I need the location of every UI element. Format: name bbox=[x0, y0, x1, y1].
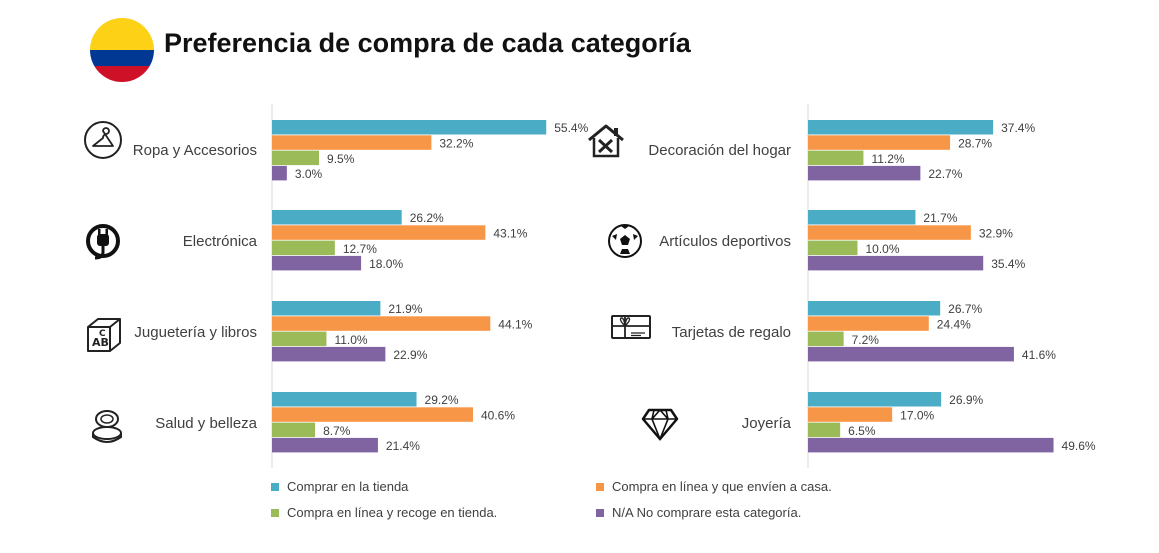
bar bbox=[808, 316, 929, 331]
gift-card-icon bbox=[611, 312, 651, 352]
category-label: Electrónica bbox=[182, 233, 257, 250]
bar bbox=[272, 255, 362, 271]
data-label: 8.7% bbox=[323, 424, 351, 438]
bar bbox=[272, 150, 320, 166]
diamond-icon bbox=[640, 404, 680, 444]
bar bbox=[808, 407, 893, 422]
legend-label: Compra en línea y que envíen a casa. bbox=[612, 479, 832, 494]
bar bbox=[808, 392, 942, 407]
data-label: 11.0% bbox=[334, 333, 367, 347]
data-label: 37.4% bbox=[1001, 121, 1035, 135]
legend-label: N/A No comprare esta categoría. bbox=[612, 505, 802, 520]
legend-item: Compra en línea y recoge en tienda. bbox=[271, 505, 497, 520]
bar bbox=[272, 331, 327, 347]
data-label: 12.7% bbox=[343, 242, 377, 256]
svg-text:AB: AB bbox=[92, 336, 109, 349]
category-label: Tarjetas de regalo bbox=[671, 324, 791, 341]
bar bbox=[272, 210, 402, 225]
data-label: 18.0% bbox=[369, 257, 403, 271]
bar bbox=[808, 210, 916, 225]
bar bbox=[808, 301, 941, 316]
data-label: 10.0% bbox=[866, 242, 900, 256]
bar bbox=[808, 437, 1054, 453]
bar bbox=[272, 346, 386, 362]
data-label: 26.7% bbox=[948, 302, 982, 316]
bar bbox=[272, 165, 287, 181]
bar bbox=[272, 407, 473, 422]
data-label: 26.2% bbox=[410, 211, 444, 225]
data-label: 32.2% bbox=[439, 136, 473, 150]
data-label: 28.7% bbox=[958, 136, 992, 150]
data-label: 3.0% bbox=[295, 167, 323, 181]
data-label: 32.9% bbox=[979, 226, 1013, 240]
data-label: 49.6% bbox=[1062, 439, 1096, 453]
legend-label: Comprar en la tienda bbox=[287, 479, 409, 494]
house-tools-icon bbox=[586, 122, 626, 162]
data-label: 35.4% bbox=[991, 257, 1025, 271]
bar bbox=[808, 331, 844, 347]
data-label: 24.4% bbox=[937, 317, 971, 331]
data-label: 55.4% bbox=[554, 121, 588, 135]
toy-blocks-icon: AB C bbox=[84, 315, 124, 355]
bar bbox=[272, 301, 381, 316]
data-label: 17.0% bbox=[900, 408, 934, 422]
page-title: Preferencia de compra de cada categoría bbox=[164, 28, 691, 58]
bar bbox=[272, 422, 316, 438]
data-label: 44.1% bbox=[498, 317, 532, 331]
legend-swatch bbox=[271, 482, 279, 491]
legend-swatch bbox=[271, 508, 279, 517]
bar bbox=[808, 120, 994, 135]
data-label: 40.6% bbox=[481, 408, 515, 422]
data-label: 26.9% bbox=[949, 393, 983, 407]
bar bbox=[272, 135, 432, 150]
bar bbox=[808, 150, 864, 166]
legend-item: Compra en línea y que envíen a casa. bbox=[596, 479, 832, 494]
bar bbox=[272, 240, 335, 256]
legend-item: Comprar en la tienda bbox=[271, 479, 408, 494]
plug-icon bbox=[83, 222, 123, 262]
category-label: Salud y belleza bbox=[155, 415, 257, 432]
data-label: 41.6% bbox=[1022, 348, 1056, 362]
bar bbox=[808, 225, 971, 240]
bar bbox=[272, 120, 547, 135]
hanger-icon bbox=[83, 120, 123, 160]
category-label: Artículos deportivos bbox=[659, 233, 791, 250]
bar bbox=[272, 437, 378, 453]
compact-mirror-icon bbox=[89, 405, 129, 445]
category-label: Decoración del hogar bbox=[648, 142, 791, 159]
bar bbox=[808, 346, 1014, 362]
data-label: 9.5% bbox=[327, 152, 355, 166]
data-label: 21.7% bbox=[923, 211, 957, 225]
bar bbox=[808, 165, 921, 181]
data-label: 29.2% bbox=[425, 393, 459, 407]
bar bbox=[272, 225, 486, 240]
data-label: 11.2% bbox=[871, 152, 904, 166]
bar bbox=[808, 422, 841, 438]
bar bbox=[808, 240, 858, 256]
bar bbox=[808, 135, 951, 150]
legend-swatch bbox=[596, 482, 604, 491]
legend-label: Compra en línea y recoge en tienda. bbox=[287, 505, 498, 520]
data-label: 21.4% bbox=[386, 439, 420, 453]
legend-item: N/A No comprare esta categoría. bbox=[596, 505, 801, 520]
bar bbox=[272, 316, 491, 331]
soccer-ball-icon bbox=[605, 221, 645, 261]
data-label: 7.2% bbox=[852, 333, 880, 347]
category-label: Juguetería y libros bbox=[134, 324, 257, 341]
svg-text:C: C bbox=[99, 329, 106, 339]
data-label: 22.9% bbox=[393, 348, 427, 362]
data-label: 6.5% bbox=[848, 424, 876, 438]
legend-swatch bbox=[596, 508, 604, 517]
data-label: 21.9% bbox=[388, 302, 422, 316]
bar bbox=[272, 392, 417, 407]
bar bbox=[808, 255, 984, 271]
category-label: Ropa y Accesorios bbox=[132, 142, 257, 159]
category-label: Joyería bbox=[741, 415, 791, 432]
data-label: 43.1% bbox=[493, 226, 527, 240]
data-label: 22.7% bbox=[928, 167, 962, 181]
